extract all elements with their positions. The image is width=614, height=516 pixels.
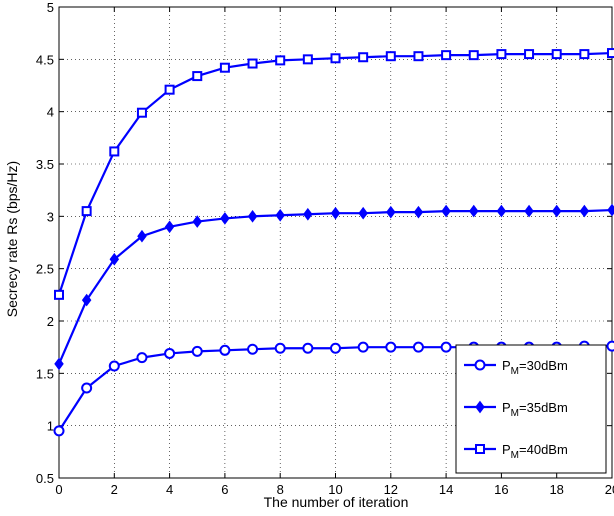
x-tick-label: 8 xyxy=(277,482,284,497)
x-tick-label: 6 xyxy=(221,482,228,497)
legend-item-square: PM=40dBm xyxy=(464,442,568,461)
x-axis-label: The number of iteration xyxy=(264,494,409,510)
square-marker xyxy=(81,206,92,217)
x-tick-label: 18 xyxy=(549,482,563,497)
legend-label: PM=30dBm xyxy=(502,358,568,377)
circle-marker xyxy=(81,382,93,394)
y-tick-label: 4.5 xyxy=(36,52,54,67)
legend-item-circle: PM=30dBm xyxy=(464,358,568,377)
x-tick-label: 16 xyxy=(494,482,508,497)
diamond-marker xyxy=(330,206,341,220)
diamond-marker xyxy=(475,400,485,414)
y-tick-label: 2.5 xyxy=(36,262,54,277)
x-tick-label: 2 xyxy=(111,482,118,497)
circle-marker xyxy=(385,341,397,353)
legend: PM=30dBm PM=35dBm PM=40dBm xyxy=(455,344,607,474)
diamond-marker xyxy=(358,206,368,220)
diamond-marker xyxy=(386,205,396,219)
square-marker xyxy=(136,107,147,118)
y-tick-label: 3 xyxy=(47,209,54,224)
diamond-marker xyxy=(220,212,230,225)
x-tick-label: 12 xyxy=(384,482,398,497)
circle-marker xyxy=(191,345,203,357)
series-square xyxy=(54,48,614,300)
x-tick-label: 20 xyxy=(605,482,614,497)
diamond-marker xyxy=(551,204,562,218)
square-marker xyxy=(475,444,485,454)
square-marker xyxy=(275,55,286,66)
circle-marker xyxy=(302,342,314,354)
square-marker xyxy=(468,50,479,61)
circle-marker xyxy=(136,352,148,364)
legend-label: PM=35dBm xyxy=(502,400,568,419)
diamond-marker xyxy=(524,204,534,218)
square-marker xyxy=(192,71,203,82)
series-layer xyxy=(53,48,614,437)
square-marker xyxy=(219,62,230,73)
diamond-marker xyxy=(275,208,285,222)
x-tick-label: 4 xyxy=(166,482,173,497)
y-tick-label: 0.5 xyxy=(36,471,54,486)
y-tick-label: 5 xyxy=(47,0,54,15)
square-marker xyxy=(496,49,507,60)
square-marker xyxy=(579,49,590,60)
circle-marker xyxy=(474,359,486,371)
square-marker xyxy=(54,289,64,300)
square-marker xyxy=(441,50,452,61)
square-marker xyxy=(330,53,341,64)
circle-marker xyxy=(247,343,259,355)
circle-marker xyxy=(412,341,424,353)
diamond-marker xyxy=(303,207,313,221)
diamond-marker xyxy=(109,252,120,266)
diamond-marker xyxy=(137,229,147,243)
legend-label: PM=40dBm xyxy=(502,442,568,461)
circle-marker xyxy=(274,342,286,354)
circle-marker xyxy=(440,341,452,353)
square-marker xyxy=(524,49,535,60)
y-tick-label: 3.5 xyxy=(36,157,54,172)
square-marker xyxy=(109,146,120,157)
diamond-marker xyxy=(192,215,202,228)
y-tick-label: 1.5 xyxy=(36,366,54,381)
x-tick-label: 14 xyxy=(439,482,453,497)
diamond-marker xyxy=(579,204,590,218)
diamond-marker xyxy=(164,220,175,234)
diamond-marker xyxy=(607,203,614,217)
square-marker xyxy=(247,58,258,69)
diamond-marker xyxy=(441,204,451,218)
diamond-marker xyxy=(247,209,258,223)
diamond-marker xyxy=(469,204,479,218)
diamond-marker xyxy=(81,293,92,307)
square-marker xyxy=(551,49,562,60)
square-marker xyxy=(358,52,369,63)
circle-marker xyxy=(53,425,65,437)
y-axis-label: Secrecy rate Rs (bps/Hz) xyxy=(4,161,20,317)
legend-item-diamond: PM=35dBm xyxy=(464,400,568,419)
diamond-marker xyxy=(496,204,507,218)
circle-marker xyxy=(330,342,341,354)
series-diamond xyxy=(54,203,614,371)
x-tick-label: 0 xyxy=(55,482,62,497)
circle-marker xyxy=(164,347,176,359)
y-tick-label: 1 xyxy=(47,419,54,434)
y-tick-label: 4 xyxy=(47,105,54,120)
diamond-marker xyxy=(54,357,64,371)
y-tick-label: 2 xyxy=(47,314,54,329)
x-tick-label: 10 xyxy=(328,482,342,497)
square-marker xyxy=(413,51,424,62)
square-marker xyxy=(385,51,396,62)
circle-marker xyxy=(108,360,120,372)
axes-layer: 0 2 4 6 8 10 12 14 16 18 20 0.5 1 1.5 2 2.5 3 3.5 4 4.5 5 xyxy=(36,0,614,497)
circle-marker xyxy=(219,344,231,356)
circle-marker xyxy=(606,340,614,352)
square-marker xyxy=(164,84,175,95)
square-marker xyxy=(302,54,313,65)
circle-marker xyxy=(357,341,369,353)
diamond-marker xyxy=(413,205,424,219)
square-marker xyxy=(607,48,614,59)
series-line xyxy=(57,51,613,296)
